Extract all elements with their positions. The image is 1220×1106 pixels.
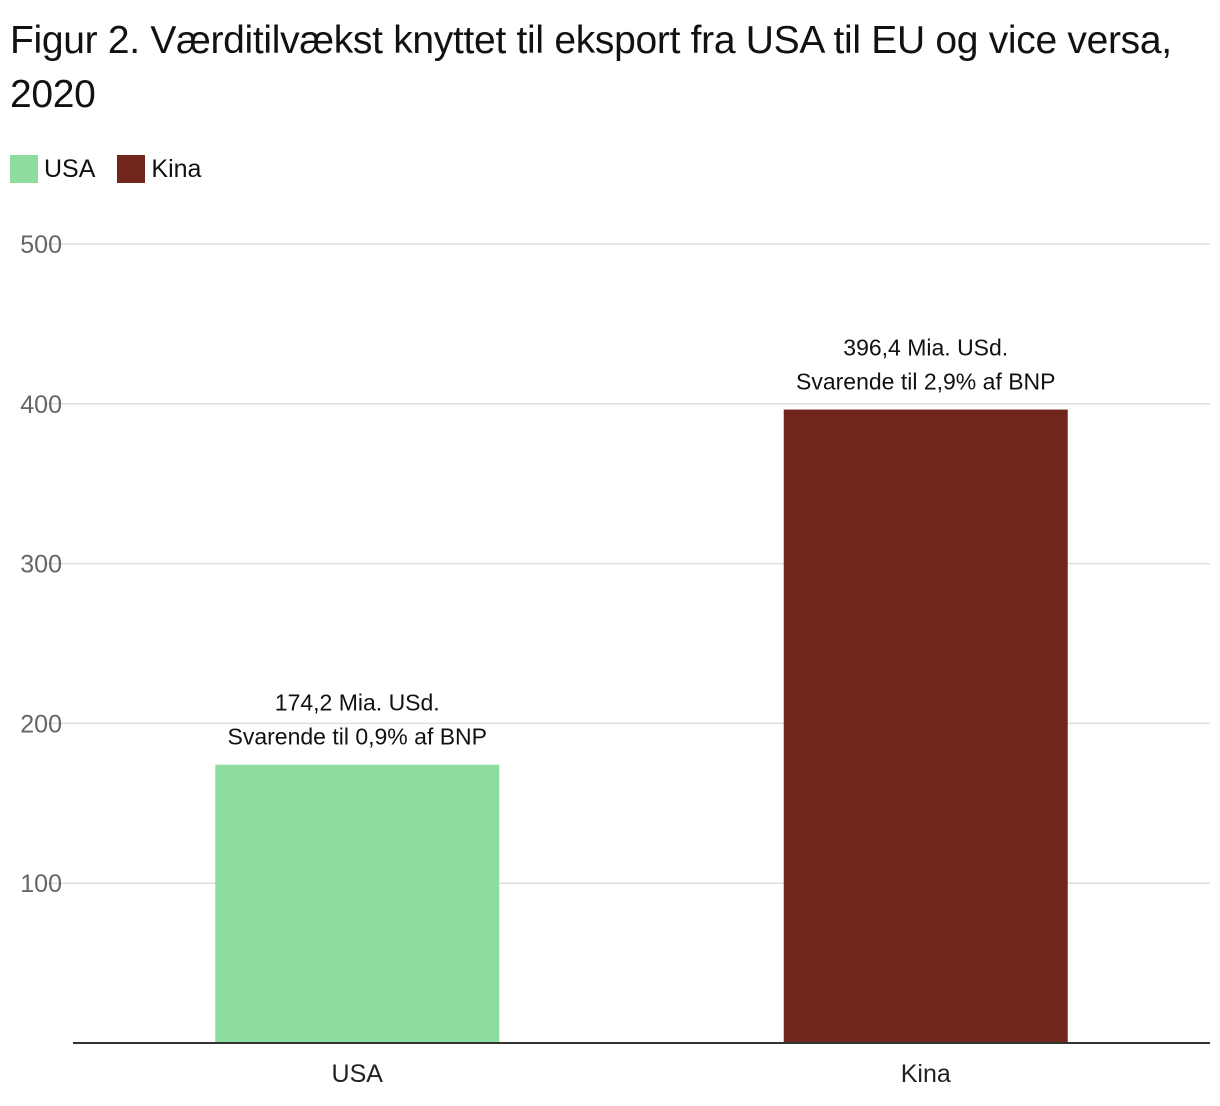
x-tick-label-kina: Kina — [901, 1060, 951, 1088]
bar-usa — [215, 764, 500, 1043]
y-tick-label-100: 100 — [20, 870, 62, 898]
y-tick-label-300: 300 — [20, 551, 62, 579]
legend-swatch-usa — [10, 155, 38, 183]
data-label-value-usa: 174,2 Mia. USd. — [275, 690, 440, 716]
y-tick-label-200: 200 — [20, 710, 62, 738]
data-label-value-kina: 396,4 Mia. USd. — [843, 335, 1008, 361]
legend-label-kina: Kina — [151, 155, 202, 183]
legend-item-usa: USA — [10, 155, 95, 183]
data-label-share-usa: Svarende til 0,9% af BNP — [227, 724, 487, 750]
data-label-share-kina: Svarende til 2,9% af BNP — [796, 369, 1056, 395]
legend-item-kina: Kina — [117, 155, 201, 183]
y-tick-label-500: 500 — [20, 231, 62, 259]
legend-swatch-kina — [117, 155, 146, 183]
legend: USA Kina — [10, 154, 223, 184]
y-tick-label-400: 400 — [20, 391, 62, 419]
x-tick-label-usa: USA — [332, 1060, 384, 1088]
legend-label-usa: USA — [44, 155, 96, 183]
bar-kina — [783, 409, 1068, 1043]
chart-title: Figur 2. Værditilvækst knyttet til ekspo… — [10, 19, 1172, 116]
